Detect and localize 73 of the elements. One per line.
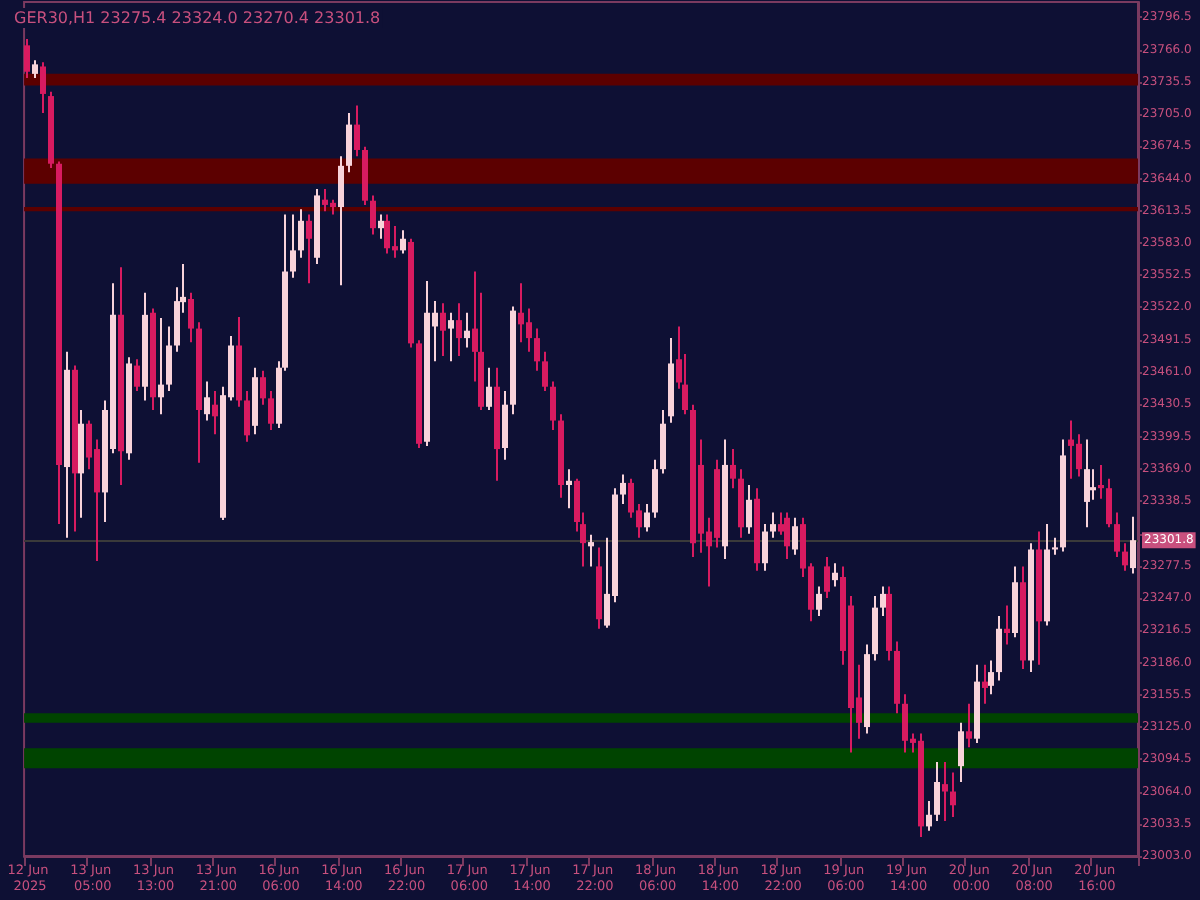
- candlestick: [212, 389, 218, 436]
- candlestick: [872, 595, 878, 662]
- candlestick: [784, 511, 790, 560]
- candlestick: [204, 380, 210, 422]
- candlestick: [566, 468, 572, 510]
- candlestick: [448, 311, 454, 363]
- candlestick: [322, 188, 328, 213]
- candlestick: [392, 225, 398, 259]
- candlestick: [542, 350, 548, 392]
- candlestick: [1098, 463, 1104, 500]
- candlestick: [996, 615, 1002, 682]
- candlestick: [298, 208, 304, 259]
- candlestick: [346, 111, 352, 174]
- candlestick: [464, 311, 470, 349]
- candlestick: [290, 213, 296, 279]
- candlestick: [306, 213, 312, 285]
- candlestick: [628, 477, 634, 519]
- candlestick: [982, 663, 988, 705]
- candlestick: [534, 327, 540, 372]
- candlestick: [934, 760, 940, 823]
- candlestick: [746, 484, 752, 535]
- candlestick: [958, 721, 964, 784]
- candlestick: [660, 408, 666, 475]
- candlestick: [816, 585, 822, 618]
- candlestick: [792, 516, 798, 556]
- candlestick: [902, 693, 908, 754]
- candlestick: [502, 389, 508, 461]
- candlestick: [762, 523, 768, 572]
- candlestick: [1114, 511, 1120, 558]
- candlestick: [370, 194, 376, 236]
- candlestick: [486, 366, 492, 411]
- candlestick: [1130, 515, 1136, 575]
- candlestick: [950, 771, 956, 818]
- candlestick: [550, 380, 556, 432]
- candlestick: [880, 585, 886, 618]
- candlestick: [1004, 604, 1010, 646]
- candlestick: [158, 317, 164, 416]
- candlestick: [926, 800, 932, 832]
- candlestick: [440, 302, 446, 358]
- candlestick: [268, 389, 274, 432]
- candlestick: [588, 533, 594, 568]
- candlestick: [620, 473, 626, 506]
- candlestick: [134, 358, 140, 392]
- candlestick: [988, 659, 994, 696]
- candlestick: [24, 37, 30, 80]
- candlestick: [1076, 433, 1082, 478]
- candlestick: [730, 448, 736, 490]
- candlestick: [166, 325, 172, 392]
- candlestick: [378, 213, 384, 240]
- candlestick: [832, 562, 838, 588]
- candlestick: [770, 511, 776, 539]
- candlestick: [966, 702, 972, 749]
- candlestick: [1122, 542, 1128, 572]
- candlestick: [644, 503, 650, 533]
- candlestick: [1068, 419, 1074, 480]
- candlestick: [40, 61, 46, 114]
- candlestick: [1090, 468, 1096, 501]
- candlestick: [526, 307, 532, 353]
- candlestick: [338, 155, 344, 287]
- candlestick: [824, 555, 830, 600]
- candlestick: [400, 229, 406, 255]
- candlestick: [260, 369, 266, 406]
- candlestick: [1084, 438, 1090, 529]
- candlestick: [652, 458, 658, 519]
- candlestick: [518, 282, 524, 344]
- candlestick: [244, 389, 250, 443]
- candlestick: [942, 760, 948, 823]
- candlestick: [456, 302, 462, 358]
- candlestick: [188, 291, 194, 344]
- candlestick: [384, 213, 390, 255]
- candlestick: [354, 104, 360, 158]
- candlestick: [1106, 477, 1112, 529]
- chart-title: GER30,H1 23275.4 23324.0 23270.4 23301.8: [14, 9, 381, 27]
